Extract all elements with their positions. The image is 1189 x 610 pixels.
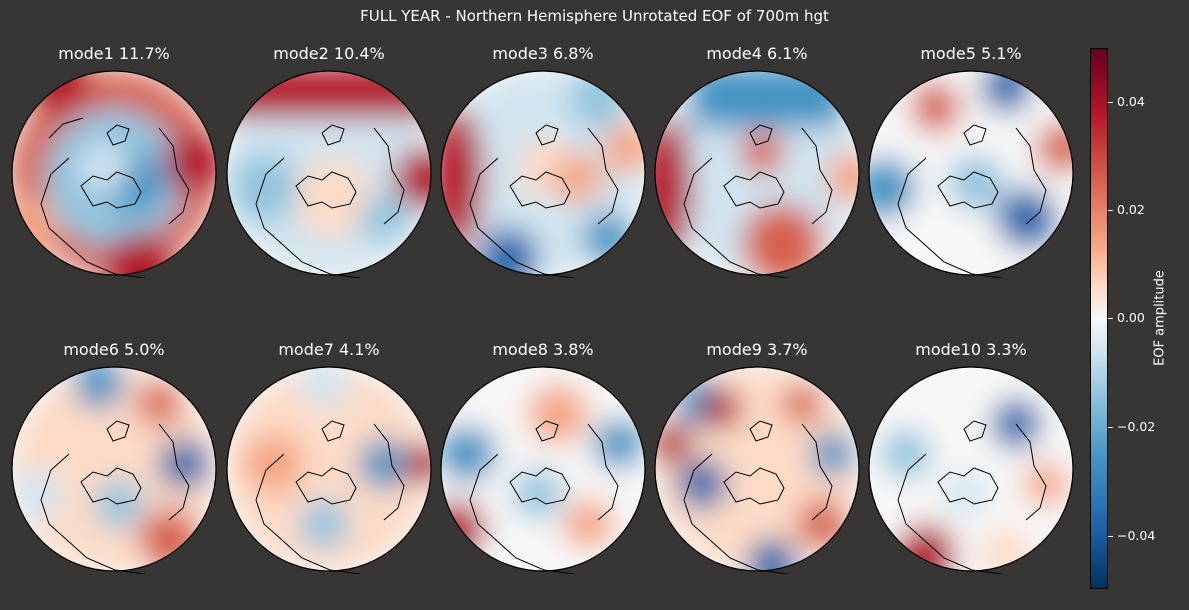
coastline-lines: [255, 420, 405, 574]
polar-map: [11, 366, 217, 574]
colorbar-tick: [1108, 102, 1113, 103]
polar-map: [654, 366, 860, 574]
polar-map: [11, 70, 217, 278]
coastline-lines: [683, 420, 833, 574]
panel-title: mode3 6.8%: [492, 44, 594, 63]
eof-panel-mode10: mode10 3.3%: [866, 340, 1076, 610]
colorbar-tick-label: −0.04: [1117, 528, 1156, 543]
eof-panel-mode5: mode5 5.1%: [866, 44, 1076, 314]
panel-title: mode1 11.7%: [58, 44, 170, 63]
coastline-lines: [40, 420, 190, 574]
polar-map: [440, 366, 646, 574]
colorbar: [1090, 48, 1108, 589]
panel-title: mode4 6.1%: [706, 44, 808, 63]
polar-map: [868, 366, 1074, 574]
colorbar-tick: [1108, 427, 1113, 428]
colorbar-tick-label: 0.00: [1117, 310, 1145, 325]
panel-title: mode6 5.0%: [63, 340, 165, 359]
coastline-lines: [469, 124, 619, 278]
colorbar-label: EOF amplitude: [1152, 270, 1168, 366]
colorbar-tick-label: 0.02: [1117, 202, 1145, 217]
eof-panel-mode6: mode6 5.0%: [9, 340, 219, 610]
colorbar-tick-label: 0.04: [1117, 94, 1145, 109]
figure-title: FULL YEAR - Northern Hemisphere Unrotate…: [360, 7, 829, 25]
panel-title: mode5 5.1%: [920, 44, 1022, 63]
coastline-lines: [897, 124, 1047, 278]
panel-title: mode7 4.1%: [278, 340, 380, 359]
coastline-lines: [683, 124, 833, 278]
colorbar-tick: [1108, 210, 1113, 211]
polar-map: [440, 70, 646, 278]
coastline-lines: [255, 124, 405, 278]
polar-map: [868, 70, 1074, 278]
eof-panel-mode1: mode1 11.7%: [9, 44, 219, 314]
colorbar-tick-label: −0.02: [1117, 419, 1156, 434]
eof-panel-mode2: mode2 10.4%: [224, 44, 434, 314]
panel-title: mode9 3.7%: [706, 340, 808, 359]
polar-map: [654, 70, 860, 278]
eof-panel-mode4: mode4 6.1%: [652, 44, 862, 314]
coastline-lines: [897, 420, 1047, 574]
eof-panel-mode9: mode9 3.7%: [652, 340, 862, 610]
polar-map: [226, 366, 432, 574]
eof-panel-mode3: mode3 6.8%: [438, 44, 648, 314]
coastline-lines: [469, 420, 619, 574]
colorbar-tick: [1108, 318, 1113, 319]
coastline-lines: [40, 117, 190, 278]
polar-map: [226, 70, 432, 278]
panel-title: mode2 10.4%: [273, 44, 385, 63]
eof-panel-mode7: mode7 4.1%: [224, 340, 434, 610]
panel-title: mode8 3.8%: [492, 340, 594, 359]
colorbar-tick: [1108, 536, 1113, 537]
panel-title: mode10 3.3%: [915, 340, 1027, 359]
eof-panel-mode8: mode8 3.8%: [438, 340, 648, 610]
